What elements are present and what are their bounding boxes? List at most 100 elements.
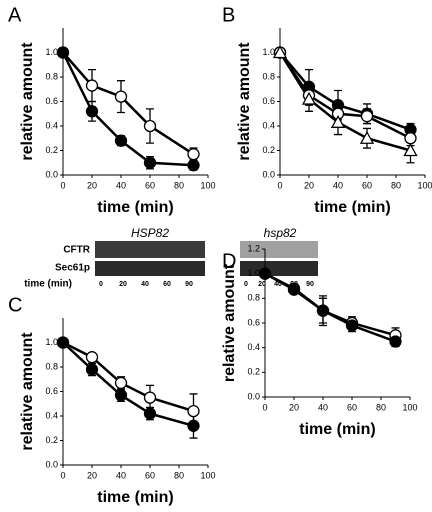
- gene-label: HSP82: [131, 226, 169, 240]
- marker: [360, 110, 374, 123]
- lane-label: 20: [258, 281, 266, 288]
- marker: [143, 119, 157, 133]
- y-tick-label: 0.4: [247, 342, 260, 352]
- marker: [143, 156, 157, 169]
- panel-label: C: [8, 294, 22, 316]
- y-tick-label: 0.0: [45, 169, 58, 179]
- y-tick-label: 0.8: [262, 71, 275, 81]
- y-tick-label: 0.4: [45, 120, 58, 130]
- marker: [187, 148, 200, 161]
- y-tick-label: 0.6: [45, 96, 58, 106]
- y-tick-label: 0.8: [45, 71, 58, 81]
- y-tick-label: 0.0: [262, 169, 275, 179]
- x-tick-label: 60: [145, 180, 155, 190]
- y-tick-label: 0.0: [45, 459, 58, 469]
- marker: [187, 159, 200, 172]
- x-tick-label: 100: [402, 402, 417, 412]
- marker: [404, 132, 417, 145]
- marker: [272, 45, 288, 59]
- time-label: time (min): [24, 279, 72, 290]
- y-tick-label: 0.6: [262, 96, 275, 106]
- panel: 0.0 0.2 0.4 0.6 0.8 1.0 0 20 40 60 80 100 time (min)…: [222, 4, 432, 216]
- marker: [316, 304, 330, 317]
- marker: [85, 351, 99, 364]
- x-tick-label: 100: [200, 180, 215, 190]
- x-tick-label: 40: [116, 180, 126, 190]
- x-tick-label: 0: [60, 180, 65, 190]
- marker: [85, 79, 99, 92]
- marker: [359, 130, 375, 144]
- panel: 0.0 0.2 0.4 0.6 0.8 1.0 1.2 0 20 40 60 80 100 time (m…: [221, 243, 417, 438]
- row-label: Sec61p: [55, 263, 90, 274]
- panel-label: B: [222, 4, 235, 26]
- x-axis-label: time (min): [97, 489, 173, 506]
- y-tick-label: 0.8: [247, 293, 260, 303]
- marker: [389, 335, 402, 348]
- x-tick-label: 40: [116, 470, 126, 480]
- panel-label: A: [8, 4, 22, 26]
- marker: [187, 404, 200, 418]
- series-line: [278, 51, 411, 152]
- x-tick-label: 80: [174, 180, 184, 190]
- marker: [187, 419, 200, 432]
- series-line: [62, 341, 194, 428]
- y-tick-label: 1.0: [45, 47, 58, 57]
- x-tick-label: 0: [60, 470, 65, 480]
- x-tick-label: 40: [318, 402, 328, 412]
- y-tick-label: 0.2: [45, 435, 58, 445]
- y-tick-label: 0.2: [247, 367, 260, 377]
- x-tick-label: 60: [347, 402, 357, 412]
- x-tick-label: 80: [391, 180, 401, 190]
- x-axis-label: time (min): [299, 421, 375, 438]
- x-tick-label: 80: [376, 402, 386, 412]
- blot-band: [95, 241, 205, 258]
- y-tick-label: 0.4: [262, 120, 275, 130]
- y-tick-label: 1.0: [247, 268, 260, 278]
- x-tick-label: 20: [87, 470, 97, 480]
- y-tick-label: 0.6: [247, 317, 260, 327]
- x-tick-label: 100: [200, 470, 215, 480]
- marker: [114, 389, 128, 402]
- y-tick-label: 0.2: [262, 145, 275, 155]
- marker: [114, 90, 128, 103]
- series-line: [62, 51, 195, 156]
- marker: [114, 376, 128, 390]
- y-axis-label: relative amount: [221, 263, 238, 382]
- y-tick-label: 0.4: [45, 410, 58, 420]
- y-tick-label: 0.6: [45, 386, 58, 396]
- y-axis-label: relative amount: [236, 42, 253, 161]
- x-tick-label: 100: [417, 180, 432, 190]
- lane-label: 0: [99, 281, 103, 288]
- y-tick-label: 0.8: [45, 361, 58, 371]
- marker: [258, 267, 272, 280]
- lane-label: 60: [163, 281, 171, 288]
- y-tick-label: 1.2: [247, 243, 260, 253]
- marker: [85, 105, 99, 118]
- x-tick-label: 40: [333, 180, 343, 190]
- x-axis-label: time (min): [314, 199, 390, 216]
- marker: [56, 336, 70, 349]
- row-label: CFTR: [63, 245, 90, 256]
- x-tick-label: 20: [289, 402, 299, 412]
- lane-label: 0: [244, 281, 248, 288]
- panel-label: D: [222, 250, 236, 272]
- y-axis-label: relative amount: [19, 42, 36, 161]
- x-tick-label: 0: [262, 402, 267, 412]
- lane-label: 40: [141, 281, 149, 288]
- lane-label: 40: [274, 281, 282, 288]
- series-line: [279, 51, 411, 131]
- gene-label: hsp82: [264, 226, 297, 240]
- marker: [403, 143, 418, 157]
- x-tick-label: 0: [277, 180, 282, 190]
- y-tick-label: 0.2: [45, 145, 58, 155]
- x-tick-label: 20: [87, 180, 97, 190]
- marker: [345, 319, 359, 332]
- marker: [287, 282, 301, 295]
- x-tick-label: 60: [145, 470, 155, 480]
- marker: [85, 363, 99, 376]
- blot-band: [240, 241, 318, 258]
- y-tick-label: 0.0: [247, 391, 260, 401]
- y-tick-label: 1.0: [262, 47, 275, 57]
- panel: 0.0 0.2 0.4 0.6 0.8 1.0 0 20 40 60 80 100 time (min)…: [8, 294, 216, 506]
